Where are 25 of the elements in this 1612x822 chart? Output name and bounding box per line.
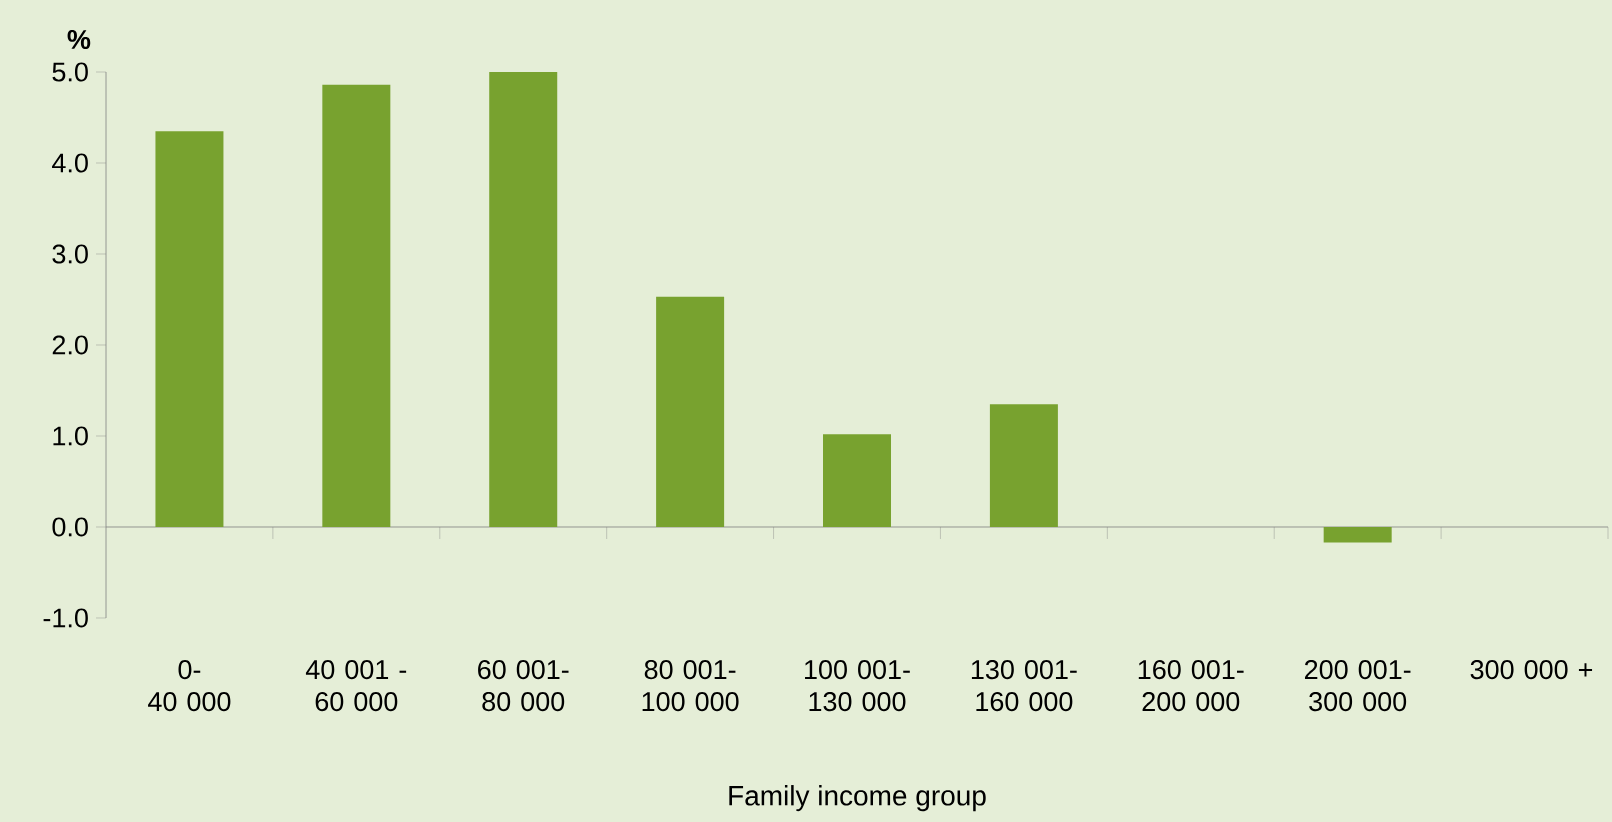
- bar: [322, 84, 391, 527]
- x-tick-label: 80 001- 100 000: [642, 660, 739, 712]
- x-tick-label: 160 001- 200 000: [1138, 660, 1244, 712]
- x-tick-label: 130 001- 160 000: [971, 660, 1077, 712]
- x-tick-label: 200 001- 300 000: [1304, 660, 1411, 712]
- y-tick-label: 4.0: [52, 153, 88, 173]
- x-tick-label: 40 001 - 60 000: [305, 660, 407, 712]
- bar: [489, 72, 558, 527]
- x-tick-label: 0- 40 000: [148, 660, 231, 712]
- bar: [989, 404, 1058, 527]
- y-tick-label: 2.0: [52, 335, 88, 355]
- x-tick-label: 100 001- 130 000: [805, 660, 910, 712]
- x-tick-label: 300 000 +: [1470, 660, 1593, 680]
- bar: [1323, 526, 1392, 543]
- y-tick-label: 1.0: [53, 426, 88, 446]
- x-tick-label: 60 001- 80 000: [478, 660, 569, 712]
- bar: [823, 434, 892, 527]
- y-tick-label: 5.0: [52, 62, 88, 82]
- y-tick-label: 3.0: [52, 244, 88, 264]
- y-axis-title: %: [67, 29, 91, 49]
- y-tick-label: -1.0: [43, 608, 88, 628]
- bar: [155, 131, 224, 527]
- bar: [656, 296, 725, 527]
- y-tick-label: 0.0: [52, 517, 88, 537]
- x-axis-title: Family income group: [729, 785, 986, 812]
